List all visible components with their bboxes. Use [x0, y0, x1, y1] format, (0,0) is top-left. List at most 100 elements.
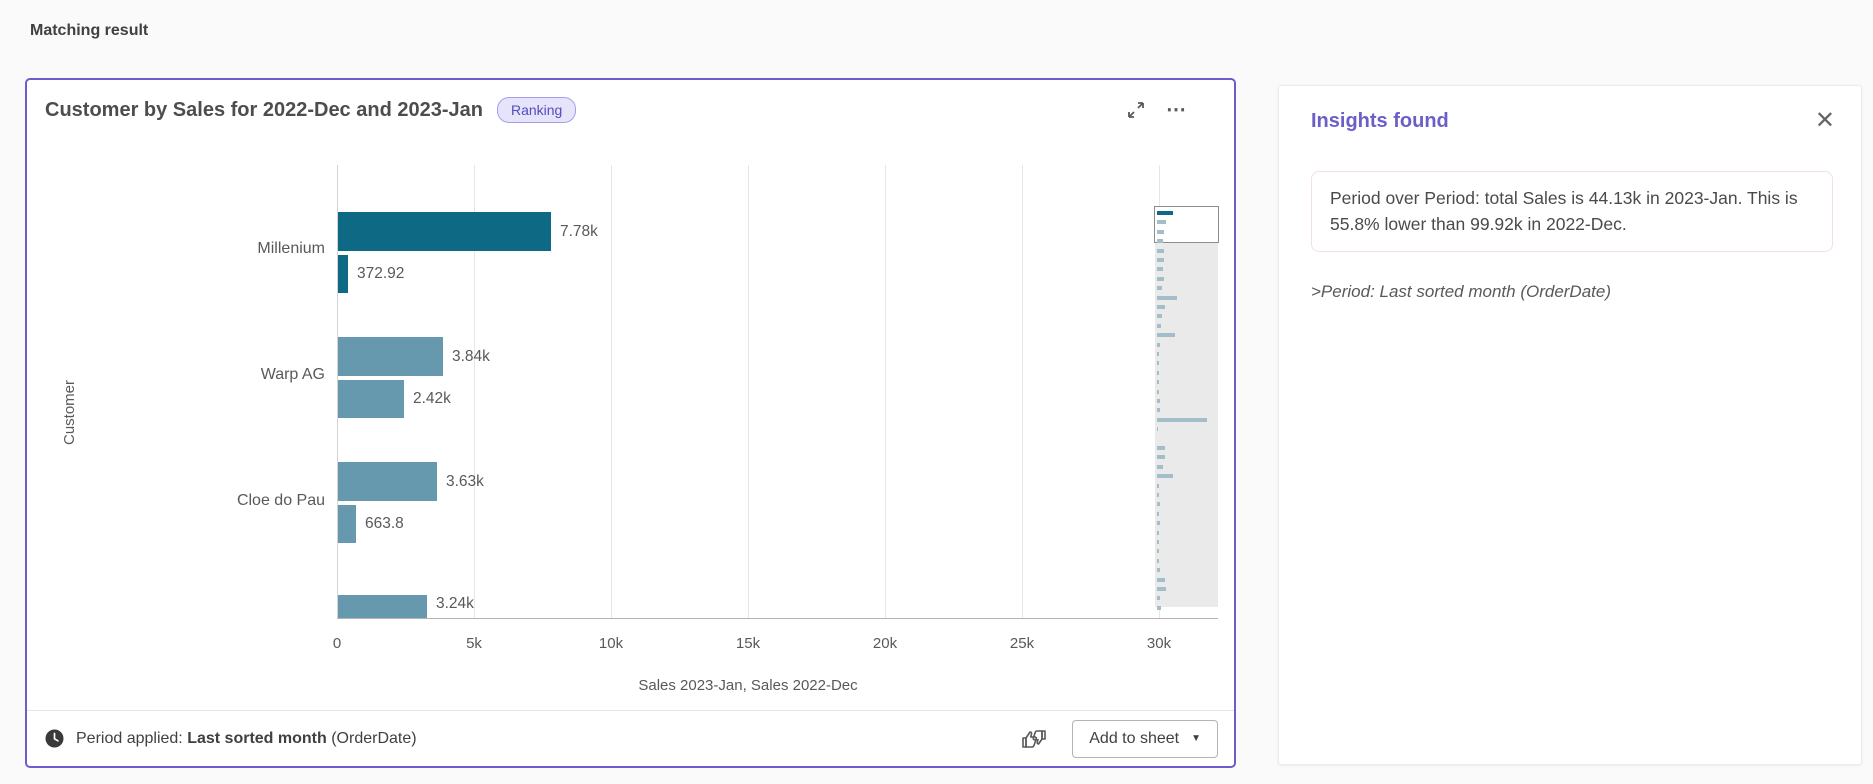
- minimap-bar: [1157, 248, 1164, 253]
- minimap-bar: [1157, 229, 1164, 234]
- minimap-bar: [1157, 408, 1160, 413]
- period-note: >Period: Last sorted month (OrderDate): [1311, 281, 1611, 301]
- bar-value-label: 3.63k: [446, 472, 484, 490]
- period-applied-suffix: (OrderDate): [331, 729, 417, 747]
- minimap-bar: [1157, 483, 1159, 488]
- minimap-bar: [1157, 305, 1165, 309]
- period-applied-text: Period applied: Last sorted month (Order…: [76, 730, 417, 748]
- close-icon[interactable]: ✕: [1811, 109, 1839, 133]
- x-axis-line: [337, 618, 1218, 619]
- category-label: Warp AG: [260, 366, 325, 383]
- minimap-bar: [1157, 286, 1162, 291]
- x-tick-label: 0: [332, 635, 342, 652]
- gridline: [337, 165, 338, 618]
- gridline: [1022, 165, 1023, 618]
- minimap-bar: [1157, 258, 1164, 262]
- gridline: [885, 165, 886, 618]
- minimap-bar: [1157, 540, 1159, 544]
- add-to-sheet-label: Add to sheet: [1089, 729, 1180, 747]
- minimap-bar: [1157, 568, 1160, 573]
- x-tick-label: 10k: [598, 635, 624, 652]
- ranking-badge: Ranking: [496, 97, 577, 123]
- minimap-bar: [1157, 314, 1162, 319]
- minimap-bar: [1157, 370, 1159, 375]
- minimap-bar: [1157, 577, 1165, 582]
- bar-value-label: 3.84k: [452, 347, 490, 365]
- bar-value-label: 372.92: [357, 265, 405, 282]
- minimap-bar: [1157, 220, 1166, 225]
- x-tick-label: 5k: [466, 635, 482, 652]
- minimap-bar: [1157, 333, 1175, 338]
- y-axis-title: Customer: [61, 379, 78, 445]
- bar[interactable]: [338, 255, 348, 293]
- minimap-bar: [1157, 455, 1165, 460]
- add-to-sheet-button[interactable]: Add to sheet ▼: [1072, 719, 1218, 758]
- thumbs-feedback-icon[interactable]: [1018, 724, 1050, 754]
- category-label: Cloe do Pau: [236, 492, 325, 509]
- minimap-bar: [1157, 587, 1166, 591]
- minimap-bar: [1157, 417, 1207, 422]
- insights-panel: Insights found ✕ Period over Period: tot…: [1278, 85, 1862, 765]
- chart-title: Customer by Sales for 2022-Dec and 2023-…: [45, 98, 483, 121]
- bar[interactable]: [338, 595, 427, 618]
- minimap-bar: [1157, 464, 1163, 469]
- chart-card: Customer by Sales for 2022-Dec and 2023-…: [25, 78, 1236, 768]
- minimap-bar: [1157, 605, 1161, 610]
- bar[interactable]: [338, 380, 404, 418]
- bar[interactable]: [338, 462, 437, 501]
- period-applied-value: Last sorted month: [187, 729, 327, 747]
- minimap-bar: [1157, 267, 1163, 272]
- minimap-bar: [1157, 399, 1160, 403]
- bar-value-label: 3.24k: [436, 594, 474, 612]
- minimap-bar: [1157, 342, 1160, 347]
- bar[interactable]: [338, 212, 551, 251]
- x-tick-label: 20k: [872, 635, 898, 652]
- page-heading: Matching result: [30, 22, 149, 39]
- chart-header-actions: ⋯: [1124, 98, 1190, 122]
- minimap-bar: [1157, 352, 1159, 356]
- minimap-bar: [1157, 276, 1164, 281]
- minimap-bar: [1157, 446, 1165, 450]
- x-tick-label: 15k: [735, 635, 761, 652]
- clock-icon: [43, 727, 66, 750]
- x-tick-label: 25k: [1009, 635, 1035, 652]
- scroll-minimap[interactable]: [1154, 206, 1219, 610]
- minimap-bar: [1157, 211, 1173, 215]
- x-axis-title: Sales 2023-Jan, Sales 2022-Dec: [638, 677, 858, 694]
- minimap-bar: [1157, 239, 1163, 244]
- minimap-bar: [1157, 474, 1173, 479]
- more-options-icon[interactable]: ⋯: [1166, 99, 1188, 121]
- bar[interactable]: [338, 505, 356, 543]
- insights-panel-header: Insights found ✕: [1279, 86, 1861, 133]
- minimap-bar: [1157, 427, 1158, 432]
- minimap-bar: [1157, 493, 1159, 497]
- minimap-bar: [1157, 380, 1159, 385]
- minimap-bar: [1157, 521, 1160, 526]
- minimap-bar: [1157, 596, 1160, 601]
- gridline: [611, 165, 612, 618]
- minimap-bar: [1157, 323, 1161, 328]
- bar-chart: Customer 0 5k 10k 15k 20k 25k 30k Millenium 7.78…: [27, 140, 1234, 714]
- minimap-bar: [1157, 502, 1160, 507]
- bar-value-label: 2.42k: [413, 390, 451, 407]
- chart-card-footer: Period applied: Last sorted month (Order…: [27, 710, 1234, 766]
- gridline: [474, 165, 475, 618]
- bar-value-label: 663.8: [365, 515, 404, 532]
- minimap-bar: [1157, 389, 1159, 394]
- chart-card-header: Customer by Sales for 2022-Dec and 2023-…: [27, 80, 1234, 140]
- minimap-bar: [1157, 511, 1159, 516]
- expand-icon[interactable]: [1124, 98, 1148, 122]
- gridline: [748, 165, 749, 618]
- footer-actions: Add to sheet ▼: [1018, 719, 1218, 758]
- x-tick-label: 30k: [1146, 635, 1172, 652]
- minimap-bar: [1157, 361, 1159, 366]
- minimap-bar: [1157, 558, 1159, 563]
- bar-value-label: 7.78k: [560, 222, 598, 240]
- chevron-down-icon: ▼: [1191, 733, 1201, 744]
- category-label: Millenium: [257, 240, 325, 257]
- period-applied-label: Period applied:: [76, 729, 183, 747]
- bar[interactable]: [338, 337, 443, 376]
- insight-card[interactable]: Period over Period: total Sales is 44.13…: [1311, 171, 1833, 252]
- insights-panel-title: Insights found: [1311, 110, 1449, 132]
- minimap-bar: [1157, 549, 1159, 554]
